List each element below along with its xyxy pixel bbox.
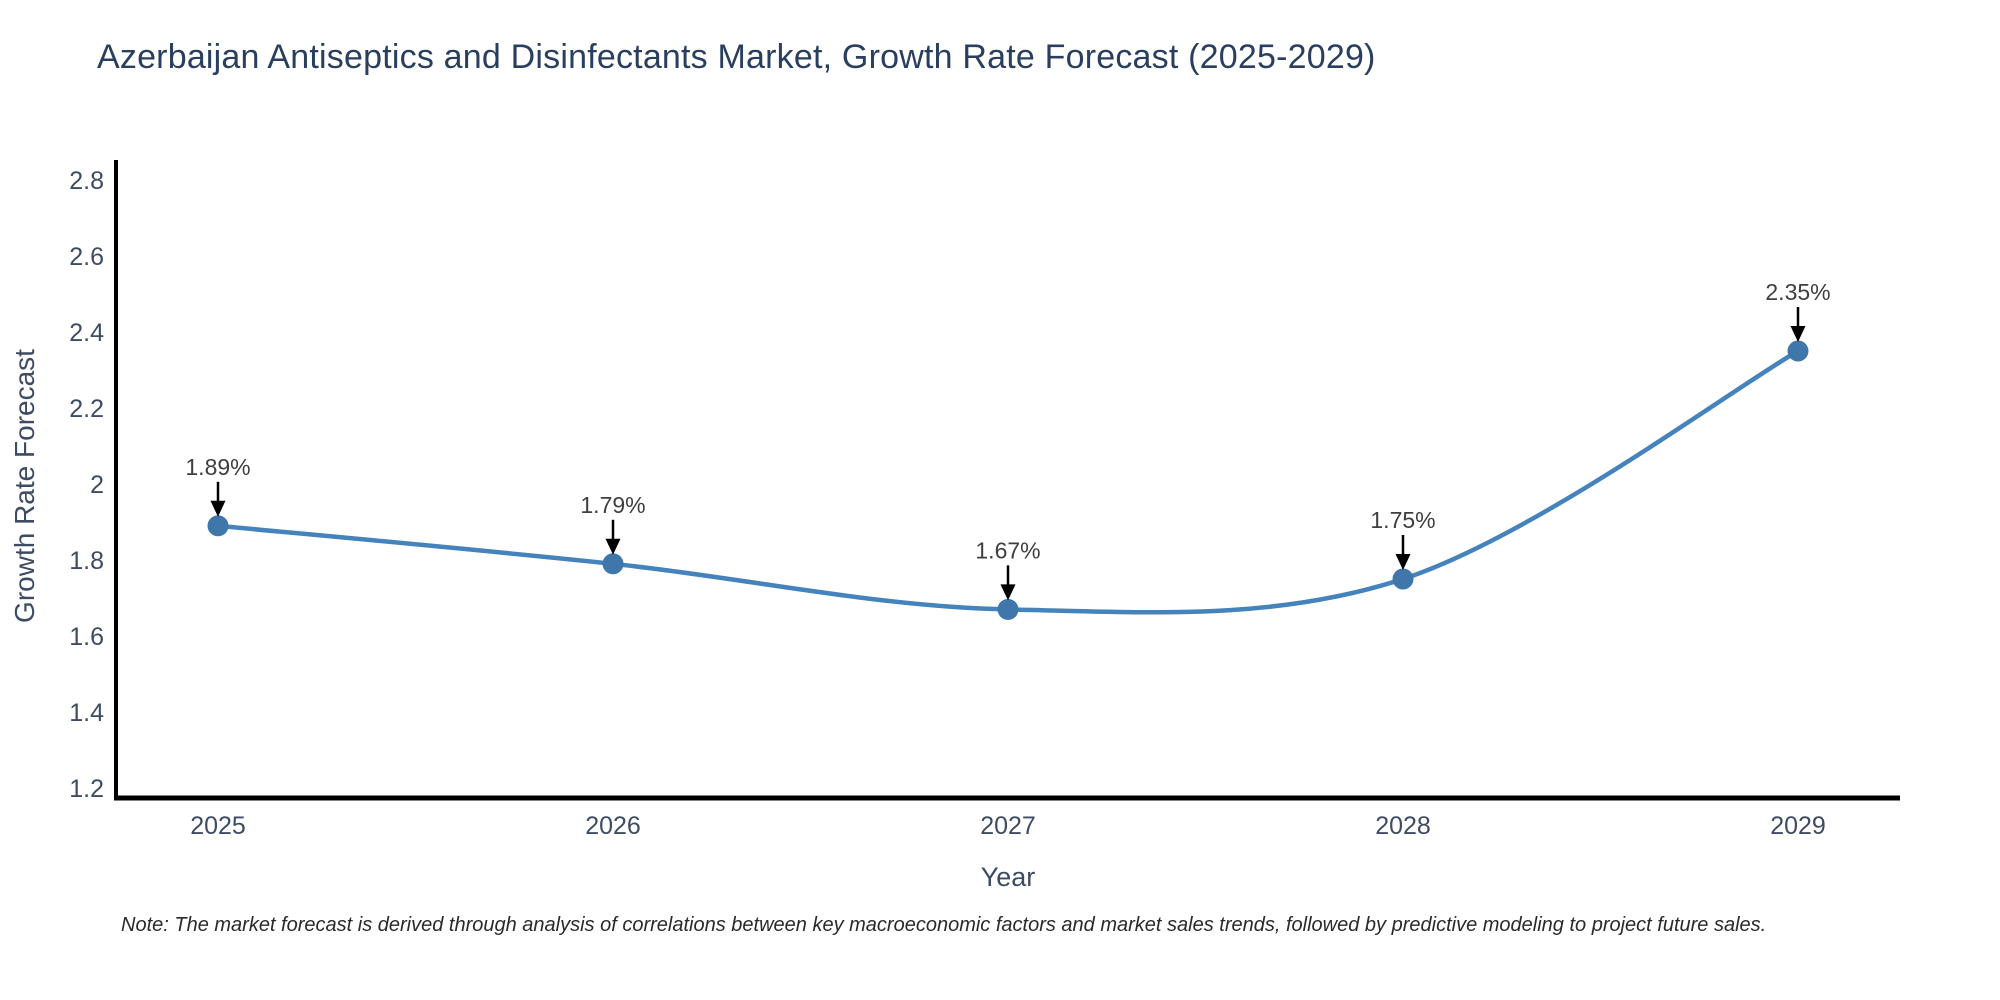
annotation-label: 1.89% [185, 454, 250, 480]
data-point-2027 [997, 598, 1019, 620]
data-point-2026 [602, 553, 624, 575]
y-tick-label: 2.4 [69, 319, 104, 347]
data-point-2029 [1787, 340, 1809, 362]
y-tick-label: 1.8 [69, 547, 104, 575]
y-tick-label: 1.2 [69, 775, 104, 803]
y-tick-label: 2.6 [69, 243, 104, 271]
annotation-arrowhead [605, 538, 621, 555]
y-tick-label: 1.6 [69, 623, 104, 651]
chart-title: Azerbaijan Antiseptics and Disinfectants… [97, 38, 1376, 76]
y-tick-label: 2.2 [69, 395, 104, 423]
y-axis-title: Growth Rate Forecast [9, 349, 40, 623]
x-axis-title: Year [981, 862, 1036, 892]
y-tick-label: 1.4 [69, 699, 104, 727]
annotation-arrowhead [1000, 584, 1016, 601]
annotation-label: 1.67% [975, 537, 1040, 563]
data-point-2025 [207, 515, 229, 537]
annotation-label: 1.79% [580, 492, 645, 518]
x-tick-label: 2025 [190, 812, 246, 840]
annotation-arrowhead [210, 500, 226, 517]
annotation-label: 1.75% [1370, 507, 1435, 533]
annotation-arrowhead [1790, 326, 1806, 342]
annotation-arrowhead [1395, 554, 1411, 570]
y-tick-label: 2.8 [69, 167, 104, 195]
annotation-label: 2.35% [1765, 279, 1830, 305]
data-point-2028 [1392, 568, 1414, 590]
chart-note: Note: The market forecast is derived thr… [121, 914, 1767, 936]
x-tick-label: 2026 [585, 812, 641, 840]
x-tick-label: 2028 [1375, 812, 1431, 840]
x-tick-label: 2029 [1770, 812, 1826, 840]
x-tick-label: 2027 [980, 812, 1036, 840]
y-tick-label: 2 [90, 471, 104, 499]
